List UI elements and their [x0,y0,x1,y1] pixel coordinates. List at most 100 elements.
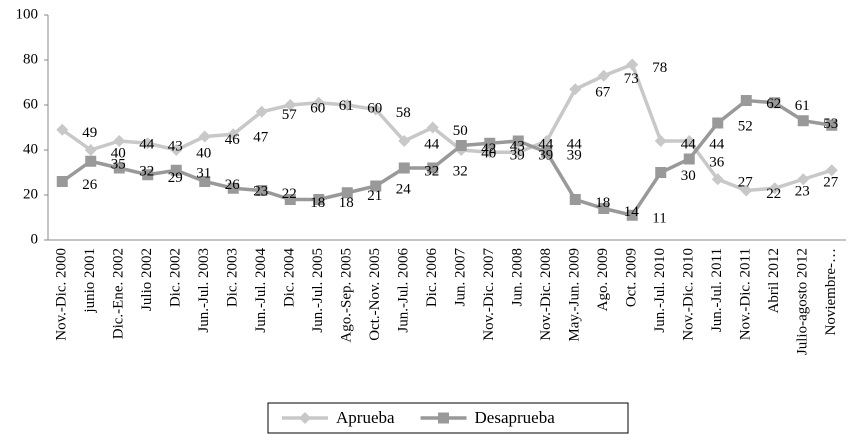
data-label: 24 [396,181,412,197]
point [427,162,439,174]
data-label: 23 [795,184,810,200]
point [284,99,297,111]
x-tick-label: Jun. 2007 [453,248,469,307]
point [768,182,781,195]
data-label: 58 [396,105,411,121]
x-tick-label: Nov.-Dic. 2010 [681,248,697,341]
data-label: 44 [567,136,583,152]
x-tick-label: Dic.-Ene. 2002 [111,248,127,339]
data-label: 44 [538,136,554,152]
point [598,203,610,214]
data-label: 26 [82,177,98,193]
point [654,135,667,147]
data-label: 57 [282,107,298,123]
x-tick-label: Nov.-Dic. 2000 [54,248,70,341]
data-label: 46 [225,132,241,148]
x-tick-label: junio 2001 [82,248,98,314]
x-tick-label: Oct.-Nov. 2005 [367,248,383,341]
data-label: 31 [196,166,211,182]
point [313,194,325,205]
data-label: 40 [481,145,496,161]
point [769,97,781,109]
point [370,180,382,192]
point [398,135,411,147]
legend: Aprueba Desaprueba [267,402,629,434]
point [170,144,183,156]
y-tick-label: 0 [31,231,39,247]
point [369,103,382,116]
point [797,173,810,186]
x-tick-label: Jun.-Jul. 2003 [196,248,212,333]
x-tick-label: Dic. 2003 [225,248,241,307]
point [341,99,354,111]
point [484,137,496,149]
point [711,173,724,186]
legend-label: Aprueba [336,408,395,427]
point [655,167,667,178]
x-tick-label: Jun.-Jul. 2011 [709,248,725,332]
point [512,135,524,147]
x-tick-label: Nov.-Dic. 2008 [538,248,554,341]
point [398,162,410,174]
point [85,155,97,167]
x-tick-label: Julio 2002 [139,248,155,311]
data-label: 14 [624,204,640,220]
data-label: 18 [339,195,354,211]
data-label: 50 [453,123,468,139]
x-tick-label: Ago.-Sep. 2005 [339,248,355,343]
data-label: 62 [766,96,781,112]
x-tick-label: Jun.-Jul. 2006 [396,248,412,333]
point [541,146,553,158]
data-label: 40 [196,145,211,161]
data-label: 61 [339,98,354,114]
data-label: 36 [709,154,725,170]
point [199,176,211,187]
x-tick-label: Ago. 2009 [595,248,611,311]
point [569,194,581,205]
data-label: 18 [595,195,610,211]
data-label: 43 [168,139,183,155]
data-label: 27 [823,175,839,191]
y-tick-label: 60 [23,96,38,112]
x-tick-label: Dic. 2004 [282,248,298,308]
data-label: 40 [111,145,126,161]
point [141,137,154,150]
data-label: 61 [795,98,810,114]
y-tick-label: 100 [16,6,39,22]
data-label: 73 [624,71,639,87]
data-label: 44 [681,136,697,152]
y-tick-label: 20 [23,186,38,202]
point [740,184,753,197]
series-line [61,62,833,193]
data-label: 78 [652,60,667,76]
point [569,83,582,96]
point [227,128,240,141]
point [512,146,525,159]
data-label: 60 [367,100,382,116]
x-tick-label: Nov.-Dic. 2007 [481,248,497,341]
y-tick-label: 80 [23,51,38,67]
legend-label: Desaprueba [475,408,556,427]
point [483,146,496,159]
point [312,96,325,109]
data-label: 21 [367,188,382,204]
y-tick-label: 40 [23,141,38,157]
data-label: 67 [595,85,611,101]
data-label: 39 [538,148,553,164]
point [84,144,97,156]
x-tick-label: Noviembre-… [823,248,839,335]
legend-marker [299,412,311,424]
data-label: 52 [738,118,753,134]
point [113,162,125,174]
legend-marker [438,412,450,424]
data-label: 39 [567,148,582,164]
data-label: 42 [481,141,496,157]
data-label: 43 [510,139,525,155]
point [255,105,268,118]
x-tick-label: Jun.-Jul. 2004 [253,248,269,333]
point [341,187,353,199]
data-label: 22 [766,186,781,202]
point [227,182,239,194]
data-label: 32 [139,163,154,179]
